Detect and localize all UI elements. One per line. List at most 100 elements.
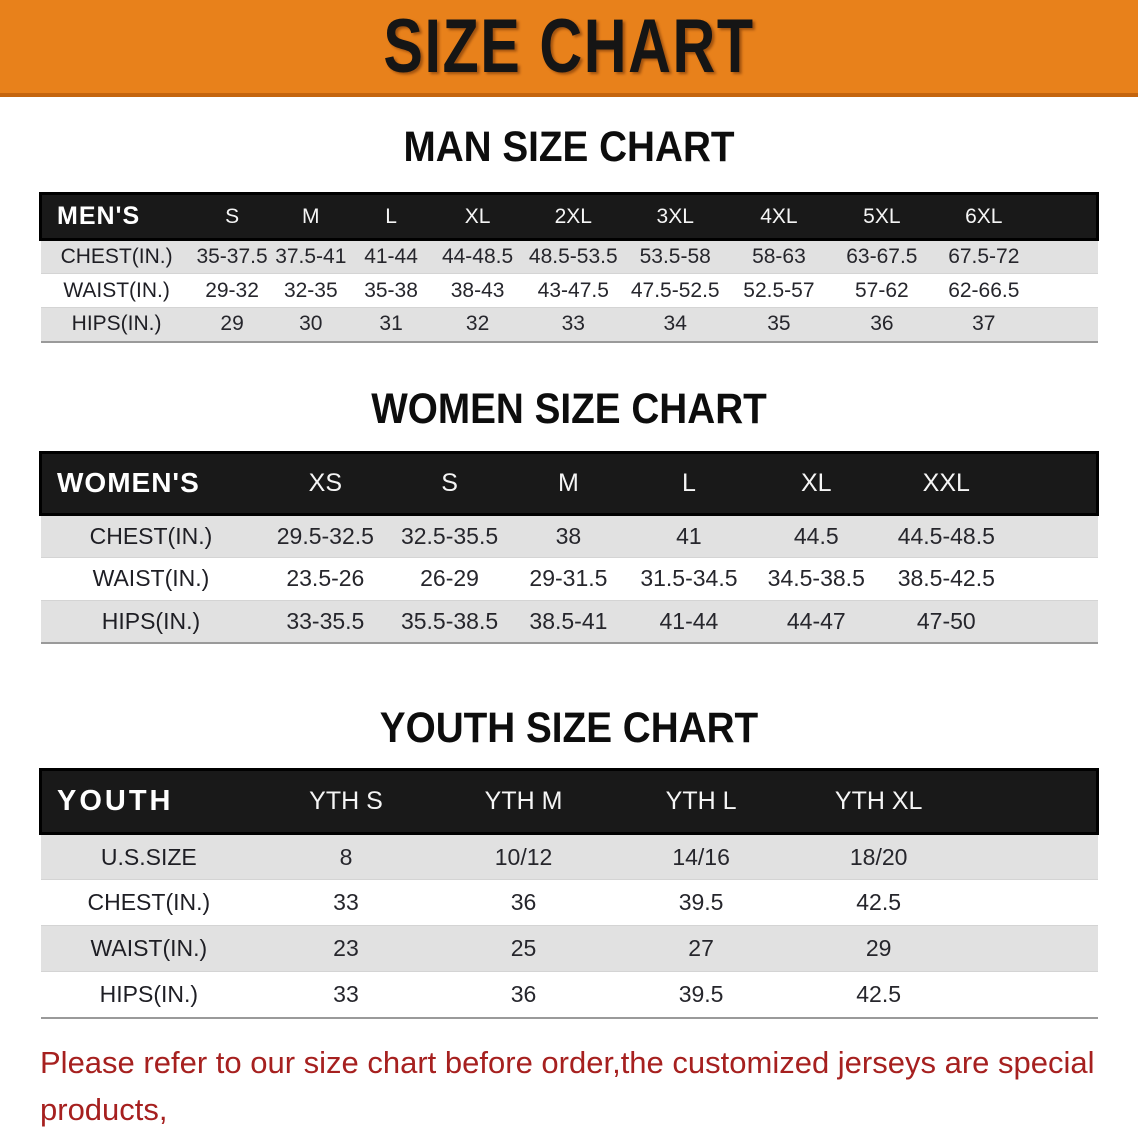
section-men: MAN SIZE CHART MEN'S S M L XL 2XL 3XL 4X… (0, 123, 1138, 343)
size-value-cell: 25 (434, 925, 613, 973)
women-waist-row: WAIST(IN.) 23.5-26 26-29 29-31.5 31.5-34… (40, 557, 1098, 601)
women-chest-row: CHEST(IN.) 29.5-32.5 32.5-35.5 38 41 44.… (40, 514, 1098, 558)
size-value-cell: 29-32 (192, 273, 272, 309)
size-value-cell: 38.5-42.5 (881, 557, 1011, 601)
women-column-header: S (389, 450, 510, 516)
size-value-cell: 43-47.5 (523, 273, 624, 309)
men-header-row: MEN'S S M L XL 2XL 3XL 4XL 5XL 6XL (38, 192, 1099, 242)
women-hips-row: HIPS(IN.) 33-35.5 35.5-38.5 38.5-41 41-4… (40, 600, 1098, 645)
row-label: U.S.SIZE (40, 833, 258, 881)
size-value-cell: 8 (257, 833, 435, 881)
size-value-cell: 34 (623, 307, 728, 343)
size-value-cell: 23.5-26 (261, 557, 390, 601)
men-section-heading: MAN SIZE CHART (403, 123, 735, 171)
size-value-cell: 33-35.5 (261, 600, 390, 645)
header-filler (1010, 450, 1099, 516)
size-value-cell: 30 (271, 307, 351, 343)
size-value-cell: 35-37.5 (192, 239, 272, 275)
size-value-cell: 57-62 (830, 273, 933, 309)
size-value-cell: 33 (523, 307, 624, 343)
header-filler (1034, 192, 1099, 242)
size-value-cell: 41-44 (350, 239, 432, 275)
men-header-label: MEN'S (38, 192, 193, 242)
row-filler (1034, 307, 1098, 343)
size-value-cell: 48.5-53.5 (523, 239, 624, 275)
row-label: CHEST(IN.) (40, 239, 193, 275)
youth-column-header: YTH L (612, 768, 790, 836)
size-value-cell: 67.5-72 (932, 239, 1035, 275)
row-label: HIPS(IN.) (40, 600, 262, 645)
footer-line-1: Please refer to our size chart before or… (40, 1044, 1095, 1127)
men-column-header: 4XL (727, 192, 831, 242)
header-filler (967, 768, 1100, 836)
women-column-header: XXL (881, 450, 1011, 516)
size-value-cell: 35-38 (350, 273, 432, 309)
size-value-cell: 42.5 (789, 971, 968, 1019)
size-value-cell: 41 (627, 514, 751, 558)
size-value-cell: 32 (431, 307, 524, 343)
size-value-cell: 32-35 (271, 273, 351, 309)
youth-ussize-row: U.S.SIZE 8 10/12 14/16 18/20 (40, 833, 1098, 881)
size-value-cell: 35.5-38.5 (389, 600, 510, 645)
size-value-cell: 35 (727, 307, 831, 343)
men-column-header: XL (431, 192, 524, 242)
size-value-cell: 29 (192, 307, 272, 343)
youth-waist-row: WAIST(IN.) 23 25 27 29 (40, 925, 1098, 973)
row-filler (967, 925, 1098, 973)
men-column-header: 3XL (623, 192, 728, 242)
youth-section-heading: YOUTH SIZE CHART (379, 704, 759, 753)
size-value-cell: 33 (257, 971, 435, 1019)
banner-title: SIZE CHART (383, 3, 755, 89)
women-header-label: WOMEN'S (39, 450, 262, 516)
row-label: CHEST(IN.) (40, 879, 258, 927)
size-value-cell: 37 (932, 307, 1035, 343)
men-column-header: L (350, 192, 432, 242)
row-label: WAIST(IN.) (40, 925, 258, 973)
size-value-cell: 62-66.5 (932, 273, 1035, 309)
size-value-cell: 18/20 (789, 833, 968, 881)
row-label: CHEST(IN.) (40, 514, 262, 558)
size-value-cell: 26-29 (389, 557, 510, 601)
women-column-header: L (627, 450, 751, 516)
women-section-heading: WOMEN SIZE CHART (371, 384, 767, 433)
size-value-cell: 37.5-41 (271, 239, 351, 275)
men-column-header: 6XL (932, 192, 1035, 242)
men-chest-row: CHEST(IN.) 35-37.5 37.5-41 41-44 44-48.5… (40, 239, 1098, 275)
row-label: WAIST(IN.) (40, 273, 193, 309)
size-value-cell: 39.5 (612, 879, 790, 927)
size-value-cell: 33 (257, 879, 435, 927)
women-column-header: M (509, 450, 628, 516)
youth-column-header: YTH XL (789, 768, 968, 836)
size-value-cell: 29 (789, 925, 968, 973)
size-value-cell: 44-48.5 (431, 239, 524, 275)
size-value-cell: 34.5-38.5 (750, 557, 882, 601)
size-value-cell: 36 (434, 971, 613, 1019)
men-column-header: 2XL (523, 192, 624, 242)
youth-column-header: YTH M (434, 768, 613, 836)
row-filler (967, 879, 1098, 927)
size-value-cell: 36 (830, 307, 933, 343)
size-value-cell: 38.5-41 (509, 600, 628, 645)
size-value-cell: 52.5-57 (727, 273, 831, 309)
size-value-cell: 53.5-58 (623, 239, 728, 275)
men-size-table: MEN'S S M L XL 2XL 3XL 4XL 5XL 6XL CHEST… (38, 192, 1099, 343)
row-label: HIPS(IN.) (40, 307, 193, 343)
youth-column-header: YTH S (257, 768, 435, 836)
row-filler (1010, 600, 1098, 645)
row-label: WAIST(IN.) (40, 557, 262, 601)
size-value-cell: 38 (509, 514, 628, 558)
youth-chest-row: CHEST(IN.) 33 36 39.5 42.5 (40, 879, 1098, 927)
size-value-cell: 58-63 (727, 239, 831, 275)
men-column-header: 5XL (830, 192, 933, 242)
row-label: HIPS(IN.) (40, 971, 258, 1019)
size-value-cell: 29.5-32.5 (261, 514, 390, 558)
size-value-cell: 29-31.5 (509, 557, 628, 601)
size-value-cell: 44.5 (750, 514, 882, 558)
men-column-header: S (192, 192, 272, 242)
size-value-cell: 47-50 (881, 600, 1011, 645)
women-column-header: XL (750, 450, 882, 516)
size-value-cell: 41-44 (627, 600, 751, 645)
size-value-cell: 10/12 (434, 833, 613, 881)
size-value-cell: 39.5 (612, 971, 790, 1019)
size-value-cell: 42.5 (789, 879, 968, 927)
